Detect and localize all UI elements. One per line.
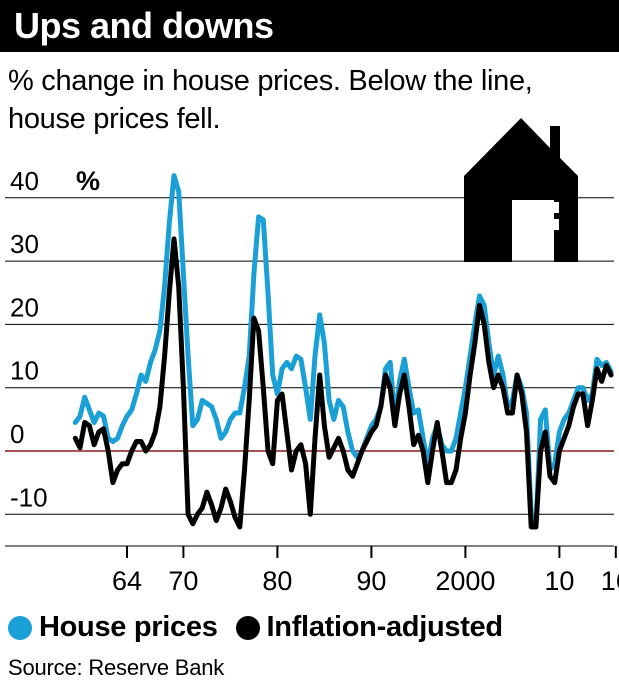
y-tick-label: 0 (10, 419, 24, 449)
y-axis-tick-labels: 40 30 20 10 0 -10 (10, 166, 48, 512)
x-tick-label: 64 (112, 566, 142, 596)
line-chart: 40 30 20 10 0 -10 % 64 70 80 90 2000 10 16 (5, 118, 619, 596)
y-tick-label: 20 (10, 292, 39, 322)
y-tick-label: -10 (10, 482, 48, 512)
source-note: Source: Reserve Bank (8, 655, 225, 680)
y-tick-label: 10 (10, 356, 39, 386)
house-icon (464, 118, 578, 262)
x-axis-ticks: 64 70 80 90 2000 10 16 (112, 545, 619, 596)
chart-subtitle: % change in house prices. Below the line… (8, 65, 533, 135)
series-line-inflation-adjusted (72, 236, 614, 530)
x-tick-label: 16 (601, 566, 619, 596)
x-tick-label: 90 (356, 566, 386, 596)
legend-swatch-inflation-adjusted (235, 615, 260, 640)
legend-label-house-prices: House prices (39, 611, 218, 643)
x-tick-label: 10 (544, 566, 574, 596)
y-axis-unit-label: % (76, 166, 100, 196)
legend-item-inflation-adjusted: Inflation-adjusted (235, 611, 504, 644)
title-bar: Ups and downs (0, 0, 619, 52)
y-tick-label: 30 (10, 229, 39, 259)
y-tick-label: 40 (10, 166, 39, 196)
series-lines (72, 173, 614, 530)
chart-title: Ups and downs (14, 5, 274, 46)
legend-swatch-house-prices (8, 615, 32, 640)
legend: House prices Inflation-adjusted (8, 611, 521, 644)
x-tick-label: 80 (262, 566, 292, 596)
legend-item-house-prices: House prices (8, 611, 218, 644)
legend-label-inflation-adjusted: Inflation-adjusted (266, 611, 504, 643)
x-tick-label: 70 (168, 566, 198, 596)
x-tick-label: 2000 (435, 566, 495, 596)
